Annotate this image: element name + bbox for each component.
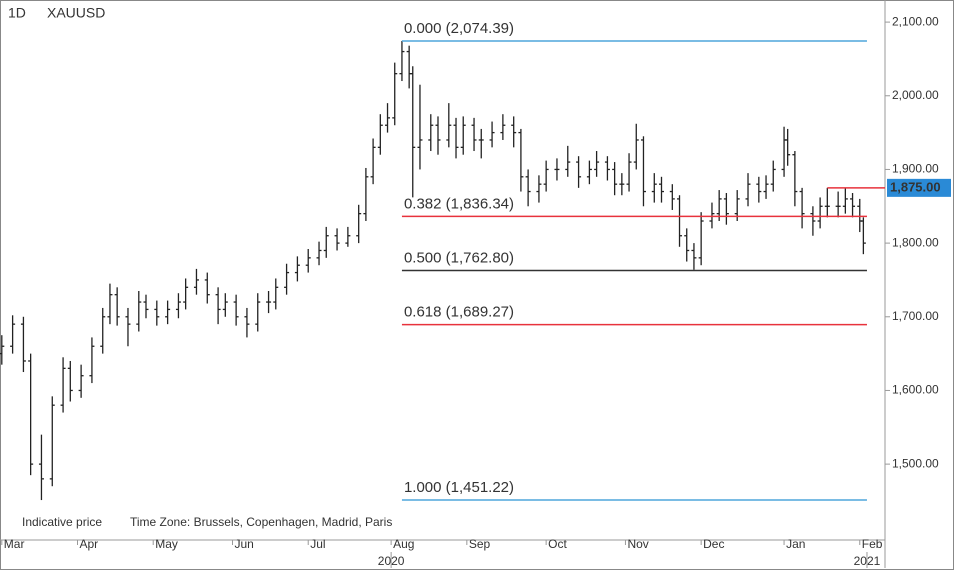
- symbol: XAUUSD: [47, 5, 105, 21]
- year-label: 2020: [378, 554, 405, 568]
- x-tick-label: Sep: [469, 537, 491, 551]
- fib-label: 1.000 (1,451.22): [404, 479, 514, 496]
- fib-label: 0.500 (1,762.80): [404, 249, 514, 266]
- x-tick-label: Apr: [80, 537, 99, 551]
- x-tick-label: Jun: [235, 537, 254, 551]
- y-tick-label: 1,600.00: [892, 383, 939, 397]
- x-tick-label: Aug: [393, 537, 414, 551]
- fib-label: 0.618 (1,689.27): [404, 304, 514, 321]
- fib-label: 0.000 (2,074.39): [404, 20, 514, 37]
- y-tick-label: 1,900.00: [892, 162, 939, 176]
- fib-label: 0.382 (1,836.34): [404, 195, 514, 212]
- y-tick-label: 1,700.00: [892, 309, 939, 323]
- x-tick-label: May: [155, 537, 178, 551]
- x-tick-label: Jan: [786, 537, 805, 551]
- x-tick-label: Mar: [4, 537, 25, 551]
- y-tick-label: 1,500.00: [892, 456, 939, 470]
- year-label: 2021: [854, 554, 881, 568]
- footnote: Indicative price: [22, 515, 102, 529]
- x-tick-label: Feb: [862, 537, 883, 551]
- y-tick-label: 2,000.00: [892, 88, 939, 102]
- y-tick-label: 2,100.00: [892, 14, 939, 28]
- x-tick-label: Dec: [703, 537, 724, 551]
- last-price-box: [887, 178, 951, 197]
- x-tick-label: Oct: [548, 537, 567, 551]
- timezone: Time Zone: Brussels, Copenhagen, Madrid,…: [130, 515, 392, 529]
- last-price-label: 1,875.00: [890, 179, 941, 194]
- x-tick-label: Nov: [627, 537, 648, 551]
- x-tick-label: Jul: [310, 537, 325, 551]
- interval: 1D: [8, 5, 26, 21]
- y-tick-label: 1,800.00: [892, 235, 939, 249]
